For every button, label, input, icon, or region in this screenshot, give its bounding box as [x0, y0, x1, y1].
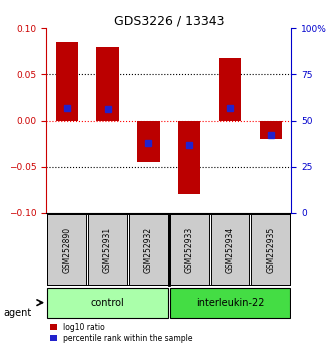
Bar: [137, 121, 160, 162]
Bar: [170, 288, 290, 318]
Bar: [88, 214, 127, 285]
Bar: [260, 121, 282, 139]
Text: GSM252934: GSM252934: [225, 227, 235, 273]
Bar: [178, 121, 201, 194]
Bar: [211, 214, 250, 285]
Bar: [252, 214, 290, 285]
Bar: [219, 58, 241, 121]
Text: interleukin-22: interleukin-22: [196, 298, 264, 308]
Text: GSM252931: GSM252931: [103, 227, 112, 273]
Text: GSM252933: GSM252933: [185, 227, 194, 273]
Text: GSM252932: GSM252932: [144, 227, 153, 273]
Text: agent: agent: [3, 308, 31, 318]
Bar: [129, 214, 168, 285]
Bar: [47, 214, 86, 285]
Bar: [170, 214, 209, 285]
Title: GDS3226 / 13343: GDS3226 / 13343: [114, 14, 224, 27]
Text: GSM252935: GSM252935: [266, 227, 275, 273]
Text: GSM252890: GSM252890: [62, 227, 71, 273]
Bar: [96, 47, 119, 121]
Text: control: control: [91, 298, 124, 308]
Legend: log10 ratio, percentile rank within the sample: log10 ratio, percentile rank within the …: [50, 322, 193, 343]
Bar: [47, 288, 168, 318]
Bar: [56, 42, 78, 121]
